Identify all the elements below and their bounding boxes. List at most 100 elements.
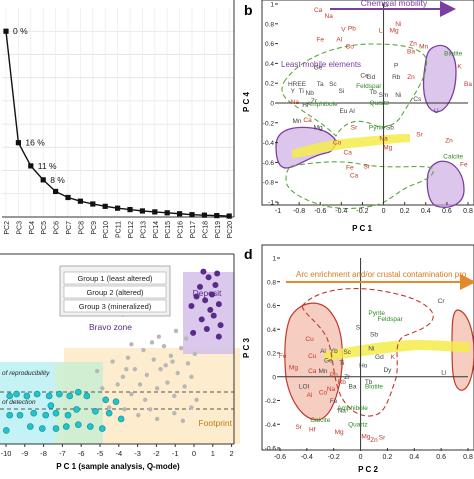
panel-d-point-label: Hf	[309, 426, 316, 433]
panel-c-legend-swatch	[63, 299, 167, 313]
panel-a-tick-label: PC5	[41, 221, 48, 235]
panel-d-xtick-label: -0.4	[301, 454, 313, 461]
panel-b-fields	[275, 43, 465, 210]
panel-d-xtick-label: 0.4	[409, 454, 419, 461]
panel-c-xtick-label: -6	[78, 449, 85, 458]
detection-label: of detection	[2, 399, 36, 406]
panel-c-legend-entry: Group 2 (altered)	[86, 288, 144, 297]
panel-c-point-group1	[26, 423, 34, 430]
panel-b-point-label: Tb	[369, 89, 377, 96]
panel-b-point-label: Ti	[299, 88, 304, 95]
panel-a-data-label: 8 %	[50, 175, 65, 185]
panel-a-point	[15, 140, 21, 146]
panel-c-point-group2	[184, 336, 189, 341]
panel-c-xtick-label: -8	[40, 449, 47, 458]
panel-b-ytick-label: -1	[268, 200, 274, 207]
panel-a-point	[127, 206, 133, 213]
panel-b-point-label: Li	[379, 28, 384, 35]
panel-c-point-group2	[185, 361, 191, 366]
panel-a-point	[164, 210, 170, 216]
panel-c-points	[2, 268, 224, 434]
panel-c-point-group2	[137, 382, 143, 387]
panel-b-point-label: Zn	[445, 138, 453, 145]
panel-a-tick-label: PC17	[190, 221, 197, 239]
panel-c-point-group1	[16, 411, 24, 419]
panel-b-point-label: HREE	[288, 81, 307, 88]
panel-d-ytick-label: -0.4	[265, 422, 277, 429]
panel-d-point-label: LOI	[299, 384, 310, 391]
panel-c-point-group3	[203, 325, 210, 332]
panel-b-ytick-label: 0.8	[265, 21, 274, 28]
panel-c: -10 -9 -8 -7 -6 -5 -4 -3 -2 -1 0 1 2 Group 1 (least …	[0, 253, 240, 471]
panel-c-point-group2	[182, 384, 187, 389]
panel-b-point-label: Zn	[407, 74, 415, 81]
panel-d-point-label: Tb	[365, 379, 373, 386]
panel-b-point-label: V	[341, 27, 346, 34]
panel-c-point-group2	[172, 411, 177, 416]
panel-a-point	[214, 213, 220, 219]
panel-d-point-label: Cu	[305, 336, 314, 343]
panel-b-point-label: Gd	[367, 74, 376, 81]
panel-a-tick-label: PC20	[227, 221, 234, 239]
panel-c-point-group1	[42, 411, 50, 419]
panel-a-point	[65, 194, 71, 201]
panel-c-xlabel-text: P C 1 (sample analysis, Q-mode)	[56, 462, 180, 471]
panel-b-point-label: Cr	[382, 2, 390, 9]
least-mobile-label: Least mobile elements	[281, 60, 361, 69]
footprint-label: Footprint	[198, 418, 232, 428]
panel-b-xlabel: P C 1	[352, 224, 372, 233]
panel-d: d -0.6 -0.4 -0.2 0 0.2 0.4 0.6 0.8 1 0.8 0.6 0.4 0.2…	[242, 244, 474, 474]
upper-dashed-envelope	[281, 43, 428, 137]
panel-d-axes: -0.6 -0.4 -0.2 0 0.2 0.4 0.6 0.8 1 0.8 0.6 0.4 0.2 0 -…	[265, 256, 473, 462]
panel-d-point-label: Zn	[370, 437, 378, 444]
panel-b-letter: b	[244, 2, 253, 18]
panel-c-xtick-label: 1	[211, 449, 215, 458]
panel-a-tick-label: PC14	[153, 221, 160, 239]
red-left-field	[284, 302, 343, 421]
panel-b-point-label: Sr	[363, 163, 370, 170]
panel-c-point-group1	[73, 406, 80, 413]
yellow-trend-band	[292, 134, 410, 158]
panel-a-tick-label: PC2	[4, 221, 11, 235]
panel-d-point-label: Sc	[343, 349, 351, 356]
panel-c-point-group2	[141, 347, 146, 353]
panel-b-point-label: Fe	[316, 37, 324, 44]
panel-b-point-label: Ca	[303, 117, 312, 124]
panel-c-xlabel: P C 1 (sample analysis, Q-mode)	[56, 462, 180, 471]
lower-dashed-envelope	[285, 161, 434, 210]
panel-b-point-label: Mn	[419, 44, 428, 51]
panel-c-xtick-label: -10	[1, 449, 12, 458]
panel-c-point-group1	[6, 392, 14, 400]
biotite-field	[422, 44, 457, 113]
panel-d-ytick-label: -0.6	[265, 446, 277, 453]
panel-b-point-label: Co	[346, 44, 355, 51]
panel-d-ylabel: P C 3	[242, 338, 251, 358]
panel-c-point-group2	[94, 368, 100, 374]
panel-d-point-label: Na	[338, 407, 347, 414]
panel-a-tick-label: PC12	[128, 221, 135, 239]
panel-b-point-label: Sm	[379, 92, 389, 99]
panel-b-point-label: Sb	[386, 125, 394, 132]
panel-d-ytick-label: 0	[272, 374, 276, 381]
panel-a-point	[177, 211, 183, 217]
panel-b-point-label: Mn	[292, 118, 301, 125]
panel-a-point	[77, 198, 83, 204]
panel-c-point-group1	[6, 411, 14, 419]
panel-d-point-label: Mg	[335, 429, 344, 436]
panel-d-point-label: Sr	[379, 435, 386, 442]
panel-b: b -1 -0.8 -0.6 -0.4 -0.2 0 0.2 0.4 0.6 0.8 1 0.8 0.6…	[242, 0, 474, 233]
panel-c-point-group2	[142, 397, 148, 403]
panel-d-letter: d	[244, 246, 253, 262]
panel-c-regions	[0, 272, 240, 444]
panel-d-point-label: Sr	[296, 424, 303, 431]
panel-c-point-group2	[175, 370, 180, 376]
panel-b-point-label: U	[434, 108, 439, 115]
panel-a-point	[226, 213, 232, 219]
panel-b-point-label: Sr	[351, 125, 358, 132]
panel-a-point	[90, 201, 96, 207]
panel-b-point-label: Calcite	[443, 153, 463, 160]
panel-d-fields	[284, 288, 474, 421]
group1-green-region	[55, 362, 103, 444]
panel-a-tick-label: PC7	[66, 221, 73, 235]
